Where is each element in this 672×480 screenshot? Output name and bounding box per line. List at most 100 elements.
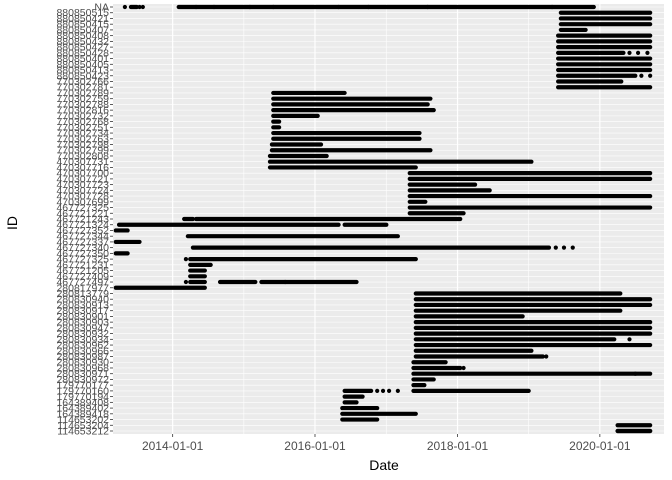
track-row — [556, 73, 653, 78]
y-tick-label: 114653202 — [57, 414, 109, 426]
track-point — [549, 4, 555, 10]
y-tick-label: 880850408 — [56, 30, 109, 42]
x-axis-title: Date — [369, 457, 399, 473]
y-tick-label: 470307699 — [56, 196, 109, 208]
y-tick-label: 880850421 — [56, 13, 109, 25]
track-point — [639, 73, 644, 78]
x-tick-label: 2018-01-01 — [427, 439, 489, 453]
y-tick-label: 467721231 — [56, 259, 109, 271]
track-point — [336, 4, 341, 10]
y-tick-label: 880850423 — [56, 70, 109, 82]
track-point — [570, 245, 575, 250]
track-point — [633, 371, 638, 376]
track-point — [553, 245, 558, 250]
x-tick-label: 2020-01-01 — [569, 439, 631, 453]
y-tick-label: 467721324 — [56, 219, 109, 231]
track-point — [137, 4, 142, 10]
track-point — [425, 4, 430, 10]
y-tick-label: 880850413 — [56, 65, 109, 77]
track-point — [247, 4, 252, 10]
y-tick-label: 179770177 — [56, 380, 109, 392]
track-point — [395, 388, 400, 393]
y-tick-label: 770302799 — [56, 145, 109, 157]
y-tick-label: 880850432 — [56, 36, 109, 48]
track-point — [380, 388, 386, 393]
track-point — [183, 257, 189, 262]
y-tick-label: 280830947 — [56, 322, 109, 334]
y-tick-label: 467727340 — [56, 242, 109, 254]
track-point — [271, 4, 276, 10]
y-tick-label: 280830903 — [56, 317, 109, 329]
track-point — [386, 388, 392, 393]
track-point — [461, 365, 466, 371]
y-tick-label: 467727337 — [56, 236, 109, 248]
track-point — [122, 4, 127, 10]
y-tick-label: 770302751 — [56, 122, 109, 134]
track-point — [140, 4, 145, 10]
track-point — [544, 354, 549, 359]
y-tick-label: 280830971 — [56, 368, 109, 380]
track-point — [561, 245, 567, 250]
y-tick-label: 467727350 — [56, 248, 109, 260]
y-tick-label: 280830934 — [56, 334, 109, 346]
y-tick-label: 467721243 — [56, 214, 109, 226]
track-point — [627, 50, 632, 55]
track-point — [366, 4, 371, 10]
track-point — [375, 388, 380, 393]
y-tick-label: 114653204 — [57, 420, 109, 432]
y-tick-label: 467727325 — [56, 202, 109, 214]
track-row — [411, 371, 653, 376]
y-tick-label: 770302763 — [56, 133, 109, 145]
y-tick-label: 280830962 — [56, 340, 109, 352]
y-tick-label: 467727344 — [56, 231, 109, 243]
y-tick-label: 467727325 — [56, 254, 109, 266]
y-tick-label: 470307700 — [56, 168, 109, 180]
track-row — [190, 245, 575, 250]
track-point — [211, 4, 217, 10]
y-tick-label: 770302808 — [56, 150, 109, 162]
y-tick-label: 467721205 — [56, 265, 109, 277]
x-tick-label: 2016-01-01 — [284, 439, 346, 453]
y-tick-label: 114653212 — [57, 426, 109, 438]
y-tick-label: 770302732 — [56, 110, 109, 122]
y-tick-label: 880850401 — [56, 53, 109, 65]
y-tick-label: 280830940 — [56, 294, 109, 306]
y-tick-label: 770302788 — [56, 99, 109, 111]
y-tick-label: 280830972 — [56, 374, 109, 386]
track-point — [183, 279, 189, 285]
track-point — [627, 337, 632, 342]
track-point — [283, 279, 288, 285]
y-tick-label: NA — [94, 2, 109, 14]
track-row — [413, 354, 549, 359]
y-tick-label: 880850515 — [56, 7, 109, 19]
y-tick-label: 280830913 — [56, 299, 109, 311]
y-tick-label: 880850405 — [56, 59, 109, 71]
y-tick-label: 467727497 — [56, 277, 109, 289]
y-tick-label: 280830987 — [56, 351, 109, 363]
y-tick-label: 770302816 — [56, 105, 109, 117]
y-tick-label: 770302768 — [56, 116, 109, 128]
y-tick-label: 770302759 — [56, 93, 109, 105]
y-tick-label: 880850415 — [56, 19, 109, 31]
y-tick-label: 770302781 — [56, 82, 109, 94]
y-tick-label: 770302789 — [56, 87, 109, 99]
y-tick-label: 470307728 — [56, 191, 109, 203]
y-tick-label: 280817977 — [56, 282, 109, 294]
y-tick-label: 470307731 — [56, 156, 109, 168]
track-row — [183, 257, 418, 262]
y-tick-label: 880850427 — [56, 42, 109, 54]
track-row — [122, 4, 596, 10]
track-point — [193, 4, 199, 10]
y-tick-label: 467727409 — [56, 271, 109, 283]
track-row — [556, 50, 650, 55]
y-tick-label: 280830932 — [56, 328, 109, 340]
y-tick-label: 280830917 — [56, 305, 109, 317]
track-row — [411, 365, 466, 371]
y-tick-label: 164389402 — [56, 403, 109, 415]
y-tick-label: 470307724 — [56, 185, 109, 197]
y-tick-label: 179770160 — [56, 385, 109, 397]
y-tick-label: 770302734 — [56, 128, 109, 140]
x-tick-label: 2014-01-01 — [142, 439, 204, 453]
y-tick-label: 179770194 — [56, 391, 109, 403]
